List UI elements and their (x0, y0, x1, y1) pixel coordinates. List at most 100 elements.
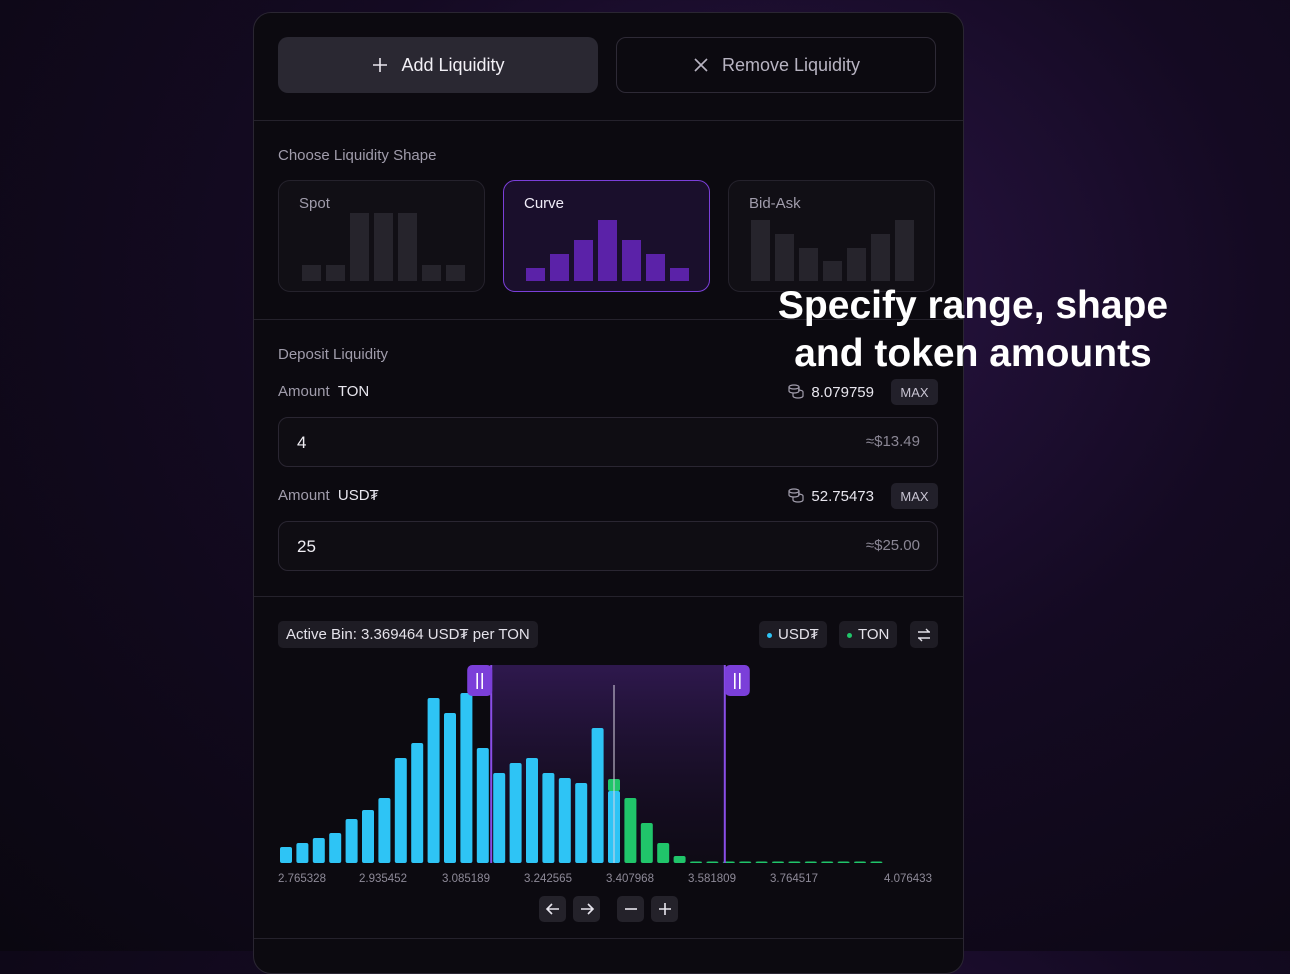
usd-estimate: ≈$13.49 (865, 433, 920, 450)
usdt-bar (427, 698, 440, 863)
usdt-bar (591, 728, 604, 863)
ton-bar (624, 798, 637, 863)
usdt-bar (476, 748, 489, 863)
usdt-bar (362, 810, 374, 863)
plus-icon (658, 903, 671, 915)
wallet-coins-icon (788, 488, 805, 503)
token-balance: 8.079759 (811, 383, 874, 401)
divider (254, 120, 963, 121)
x-tick-label: 4.076433 (884, 873, 932, 885)
pan-left-button[interactable] (539, 896, 566, 922)
swap-icon (918, 628, 930, 641)
ton-bar (640, 823, 653, 863)
x-tick-label: 3.085189 (442, 873, 490, 885)
legend-ton-label: TON (858, 626, 890, 643)
usdt-bar (444, 713, 456, 863)
swap-direction-button[interactable] (910, 621, 938, 648)
zoom-in-button[interactable] (651, 896, 678, 922)
usdt-bar (296, 843, 309, 863)
ton-bar (657, 843, 670, 863)
usdt-bar (509, 763, 522, 863)
x-tick-label: 2.935452 (359, 873, 407, 885)
usd-estimate: ≈$25.00 (865, 537, 920, 554)
range-left-handle[interactable] (467, 665, 493, 696)
shape-spot-label: Spot (299, 195, 330, 212)
zoom-out-button[interactable] (617, 896, 644, 922)
caption-line-1: Specify range, shape (777, 284, 1169, 327)
wallet-coins-icon (788, 384, 805, 399)
usdt-bar (312, 838, 325, 863)
remove-liquidity-tab[interactable]: Remove Liquidity (616, 37, 936, 93)
ton-bar (755, 861, 768, 863)
legend-usdt[interactable]: USD₮ (759, 621, 827, 648)
liquidity-mode-tabs: Add Liquidity Remove Liquidity (278, 37, 938, 95)
curve-shape-icon (526, 220, 689, 281)
plus-icon (373, 58, 388, 72)
ton-bar (690, 861, 702, 863)
pan-right-button[interactable] (573, 896, 600, 922)
liquidity-panel: Add Liquidity Remove Liquidity Choose Li… (253, 12, 964, 974)
token-balance: 52.75473 (811, 487, 874, 505)
spot-shape-icon (302, 213, 465, 281)
amount-input-usdt-box: ≈$25.00 (278, 521, 938, 571)
legend-usdt-label: USD₮ (778, 626, 819, 643)
usdt-bar (575, 783, 588, 863)
minus-icon (624, 908, 637, 910)
usdt-bar (526, 758, 538, 863)
deposit-section-title: Deposit Liquidity (278, 346, 389, 363)
ton-bar (870, 861, 883, 863)
amount-input-ton-box: ≈$13.49 (278, 417, 938, 467)
x-tick-label: 3.581809 (688, 873, 736, 885)
usdt-bar (460, 693, 473, 863)
x-tick-label: 3.407968 (606, 873, 654, 885)
close-icon (694, 58, 708, 72)
token-symbol: USD₮ (337, 487, 379, 504)
ton-bar (772, 861, 784, 863)
amount-label: Amount (278, 487, 330, 504)
add-liquidity-tab[interactable]: Add Liquidity (278, 37, 598, 93)
liquidity-distribution-chart: 2.765328 2.935452 3.085189 3.242565 3.407968… (278, 665, 932, 885)
shape-spot[interactable]: Spot (278, 180, 485, 292)
amount-input-usdt[interactable] (295, 534, 699, 560)
amount-row-ton: Amount TON 8.079759 MAX (278, 379, 938, 405)
ton-bar (821, 861, 834, 863)
caption-overlay: Specify range, shape and token amounts (763, 282, 1183, 378)
amount-input-ton[interactable] (295, 430, 699, 456)
divider (254, 319, 963, 320)
divider (254, 938, 963, 939)
shape-section-title: Choose Liquidity Shape (278, 147, 437, 164)
usdt-bar (394, 758, 407, 863)
legend-dot (847, 632, 852, 638)
shape-bid-ask[interactable]: Bid-Ask (728, 180, 935, 292)
arrow-right-icon (580, 903, 594, 915)
shape-curve-label: Curve (524, 195, 565, 212)
legend-ton[interactable]: TON (839, 621, 898, 648)
usdt-bar (411, 743, 424, 863)
x-tick-label: 3.764517 (770, 873, 818, 885)
active-bin-label: Active Bin: 3.369464 USD₮ per TON (278, 621, 538, 648)
token-symbol: TON (337, 383, 370, 400)
usdt-bar (558, 778, 571, 863)
remove-liquidity-label: Remove Liquidity (721, 54, 861, 75)
usdt-bar (280, 847, 292, 863)
usdt-bar (378, 798, 391, 863)
ton-bar (788, 861, 801, 863)
range-right-handle[interactable] (724, 665, 750, 696)
x-tick-label: 3.242565 (524, 873, 572, 885)
amount-row-usdt: Amount USD₮ 52.75473 MAX (278, 483, 938, 509)
usdt-bar (329, 833, 342, 863)
max-button[interactable]: MAX (891, 483, 938, 509)
max-button[interactable]: MAX (891, 379, 938, 405)
arrow-left-icon (545, 903, 559, 915)
shape-curve[interactable]: Curve (503, 180, 710, 292)
usdt-bar (493, 773, 506, 863)
ton-bar (706, 861, 719, 863)
ton-bar (837, 861, 850, 863)
usdt-bar (542, 773, 555, 863)
divider (254, 596, 963, 597)
caption-line-2: and token amounts (794, 332, 1152, 375)
ton-bar (739, 861, 752, 863)
legend-dot (767, 632, 772, 638)
bid-ask-shape-icon (751, 220, 914, 281)
amount-label: Amount (278, 383, 330, 400)
